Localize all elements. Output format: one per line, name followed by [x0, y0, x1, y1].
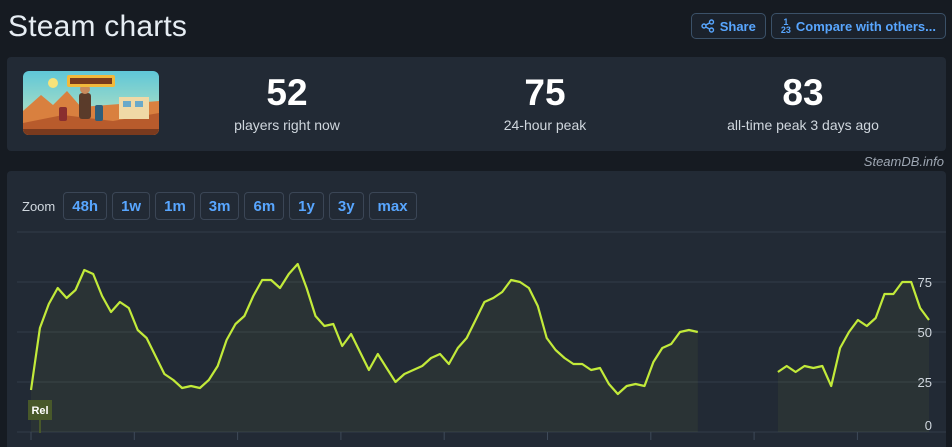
player-count-chart: 0 25 50 75 Rel	[17, 231, 946, 440]
chart-panel: 0 25 50 75 Rel Zoom 48h 1w 1m 3m 6m 1y 3y ma…	[7, 171, 946, 447]
stat-label: 24-hour peak	[503, 117, 587, 133]
compare-button[interactable]: 1 23 Compare with others...	[770, 13, 946, 39]
zoom-1w-button[interactable]: 1w	[112, 192, 151, 220]
steamdb-credit: SteamDB.info	[863, 154, 944, 169]
game-thumbnail	[23, 71, 159, 135]
stat-label: all-time peak 3 days ago	[727, 117, 879, 133]
stat-label: players right now	[234, 117, 340, 133]
series-area	[31, 264, 698, 432]
zoom-48h-button[interactable]: 48h	[63, 192, 108, 220]
stat-value: 75	[524, 72, 566, 113]
share-icon	[701, 19, 714, 33]
series-line	[777, 280, 930, 388]
series-area	[777, 282, 929, 432]
stat-value: 52	[266, 72, 308, 113]
header-actions: Share 1 23 Compare with others...	[690, 13, 946, 39]
compare-label: Compare with others...	[795, 18, 936, 34]
zoom-6m-button[interactable]: 6m	[244, 192, 285, 220]
zoom-label: Zoom	[22, 198, 56, 214]
y-tick-label: 50	[918, 325, 932, 340]
series-line	[29, 262, 699, 396]
zoom-bar: Zoom 48h 1w 1m 3m 6m 1y 3y max	[22, 192, 417, 220]
y-tick-label: 25	[918, 375, 932, 390]
stat-current-players: 52 players right now	[177, 72, 397, 134]
y-tick-label: 0	[925, 418, 932, 433]
page-title: Steam charts	[8, 10, 188, 43]
release-marker	[28, 400, 52, 420]
stat-24h-peak: 75 24-hour peak	[435, 72, 655, 134]
release-marker-label: Rel	[31, 405, 48, 417]
stats-panel: 52 players right now 75 24-hour peak 83 …	[7, 57, 946, 151]
zoom-3m-button[interactable]: 3m	[199, 192, 240, 220]
compare-icon: 1 23	[780, 17, 791, 35]
zoom-1y-button[interactable]: 1y	[289, 192, 324, 220]
zoom-3y-button[interactable]: 3y	[328, 192, 364, 220]
share-button[interactable]: Share	[690, 13, 766, 39]
stat-all-time-peak: 83 all-time peak 3 days ago	[693, 72, 913, 134]
zoom-max-button[interactable]: max	[368, 192, 417, 220]
zoom-1m-button[interactable]: 1m	[155, 192, 195, 220]
y-tick-label: 75	[918, 275, 932, 290]
stat-value: 83	[782, 72, 824, 113]
share-label: Share	[719, 18, 756, 34]
